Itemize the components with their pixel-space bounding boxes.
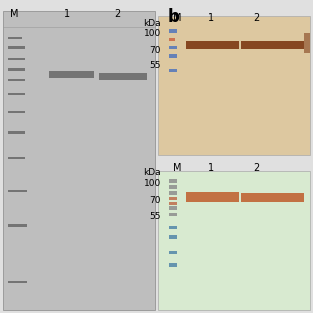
- Bar: [8, 46, 25, 49]
- Bar: [8, 281, 27, 283]
- Text: 1: 1: [208, 13, 214, 23]
- Text: kDa: kDa: [144, 168, 161, 177]
- Bar: [169, 251, 177, 254]
- Bar: [169, 69, 177, 72]
- Bar: [8, 58, 25, 60]
- Bar: [241, 193, 304, 202]
- Bar: [169, 191, 177, 195]
- Bar: [169, 29, 177, 33]
- Text: 70: 70: [150, 197, 161, 205]
- Bar: [169, 185, 177, 189]
- Text: 2: 2: [254, 163, 260, 173]
- Bar: [169, 38, 175, 41]
- Bar: [8, 131, 25, 134]
- Bar: [169, 235, 177, 239]
- Bar: [8, 79, 25, 81]
- Bar: [186, 41, 239, 49]
- Text: M: M: [172, 163, 181, 173]
- Bar: [186, 192, 239, 202]
- Bar: [169, 179, 177, 183]
- Text: 1: 1: [64, 9, 70, 19]
- Text: 70: 70: [150, 46, 161, 55]
- Bar: [169, 213, 177, 216]
- Bar: [158, 171, 310, 310]
- Text: M: M: [172, 13, 181, 23]
- Bar: [169, 197, 177, 200]
- Bar: [8, 68, 25, 71]
- Bar: [169, 263, 177, 267]
- Bar: [304, 33, 310, 53]
- Bar: [169, 226, 177, 229]
- Bar: [169, 206, 177, 210]
- Text: 2: 2: [114, 9, 121, 19]
- Text: M: M: [10, 9, 18, 19]
- Text: b: b: [167, 8, 179, 26]
- Bar: [3, 11, 155, 310]
- Bar: [8, 93, 25, 95]
- Text: kDa: kDa: [144, 18, 161, 28]
- Bar: [241, 41, 304, 49]
- Bar: [8, 190, 27, 192]
- Bar: [8, 224, 27, 227]
- Bar: [158, 16, 310, 155]
- Text: 100: 100: [144, 29, 161, 38]
- Bar: [169, 46, 177, 49]
- Bar: [99, 73, 147, 80]
- Bar: [169, 54, 177, 58]
- Text: 2: 2: [254, 13, 260, 23]
- Bar: [8, 156, 25, 159]
- Text: 55: 55: [150, 212, 161, 221]
- Bar: [8, 111, 25, 113]
- Bar: [169, 202, 177, 205]
- Text: 100: 100: [144, 179, 161, 188]
- Text: 55: 55: [150, 61, 161, 70]
- Bar: [8, 37, 22, 39]
- Bar: [49, 71, 94, 78]
- Text: 1: 1: [208, 163, 214, 173]
